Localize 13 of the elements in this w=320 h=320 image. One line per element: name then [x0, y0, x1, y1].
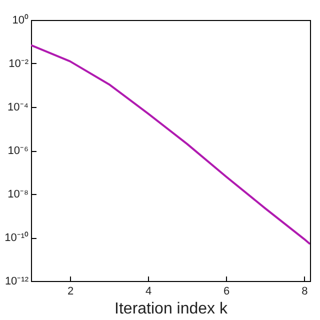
line-series [31, 44, 310, 246]
y-tick-label: 10⁻¹⁰ [4, 231, 28, 244]
y-tick-label: 10⁻⁶ [8, 145, 28, 157]
x-tick-label: 6 [224, 286, 230, 298]
y-tick-label: 10⁰ [12, 14, 28, 26]
y-tick-label: 10⁻¹² [4, 276, 29, 288]
x-tick-label: 8 [302, 286, 308, 298]
x-tick-label: 4 [146, 286, 152, 298]
x-tick-label: 2 [67, 286, 74, 298]
y-tick-label: 10⁻² [8, 58, 29, 70]
y-tick-label: 10⁻⁴ [8, 102, 29, 114]
x-axis-title: Iteration index k [114, 300, 228, 318]
y-tick-label: 10⁻⁸ [8, 188, 28, 200]
